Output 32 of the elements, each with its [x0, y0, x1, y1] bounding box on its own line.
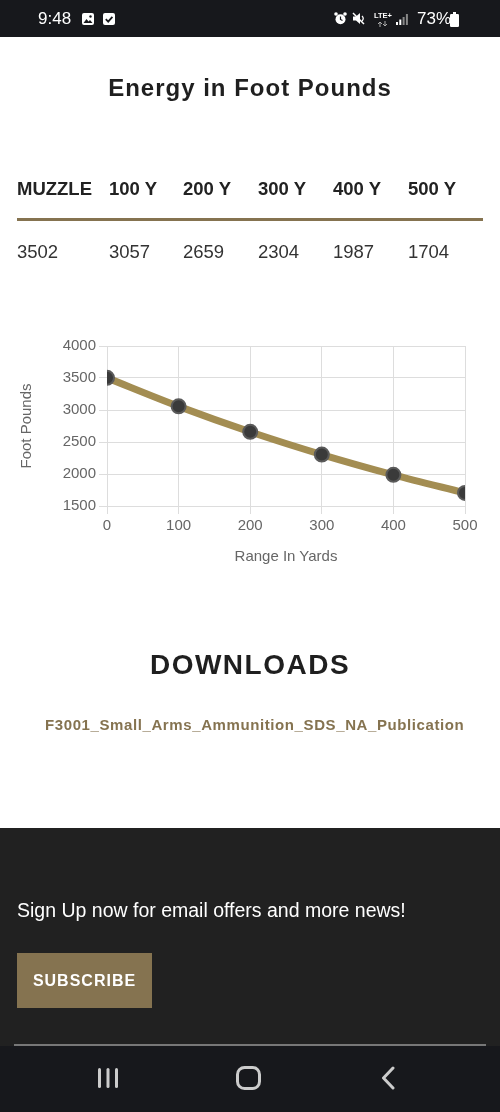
text: 1987 — [333, 241, 375, 264]
x-tick-label: 400 — [380, 516, 406, 534]
text: 100 Y — [109, 178, 158, 201]
text: F3001_Small_Arms_Ammunition_SDS_NA_Publication — [45, 716, 465, 734]
y-tick-label: 2000 — [62, 464, 96, 482]
text: Sign Up now for email offers and more news! — [17, 899, 406, 923]
text: 73% — [417, 9, 452, 30]
y-tick-label: 3500 — [62, 368, 96, 386]
text: 3502 — [17, 241, 59, 264]
text: DOWNLOADS — [148, 648, 352, 682]
text: 300 Y — [258, 178, 307, 201]
x-tick-label: 200 — [237, 516, 263, 534]
y-axis-title: Foot Pounds — [17, 383, 35, 469]
text: 500 Y — [408, 178, 457, 201]
chart-title: Energy in Foot Pounds — [107, 74, 393, 103]
y-tick-label: 4000 — [62, 336, 96, 354]
y-tick-label: 3000 — [62, 400, 96, 418]
text: 3057 — [109, 241, 151, 264]
x-tick-label: 100 — [166, 516, 192, 534]
text: 400 Y — [333, 178, 382, 201]
text: MUZZLE — [17, 178, 93, 201]
text: 1704 — [408, 241, 450, 264]
y-tick-label: 2500 — [62, 432, 96, 450]
text: 2659 — [183, 241, 225, 264]
text: 200 Y — [183, 178, 232, 201]
text: 2304 — [258, 241, 300, 264]
x-tick-label: 0 — [102, 516, 112, 534]
text: 9:48 — [38, 9, 72, 30]
x-tick-label: 300 — [309, 516, 335, 534]
y-tick-label: 1500 — [62, 496, 96, 514]
x-axis-title: Range In Yards — [234, 547, 338, 565]
x-tick-label: 500 — [452, 516, 478, 534]
